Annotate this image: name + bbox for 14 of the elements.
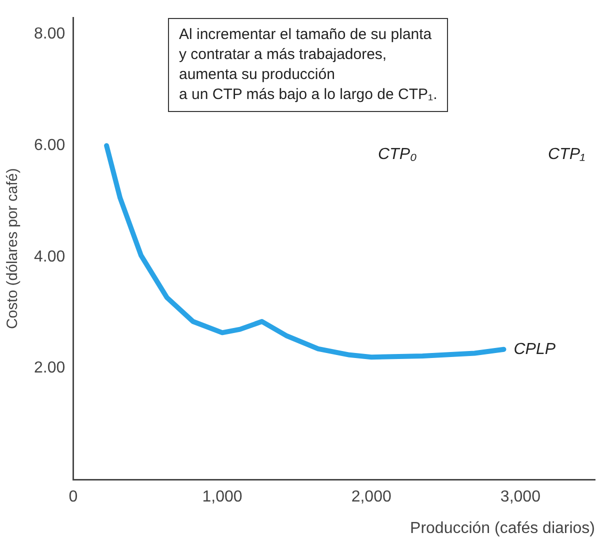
y-tick-label: 8.00 xyxy=(34,26,66,43)
y-tick-label: 6.00 xyxy=(34,137,66,154)
x-tick-label: 1,000 xyxy=(202,488,242,506)
x-tick-label: 0 xyxy=(68,488,78,506)
y-tick-label: 2.00 xyxy=(34,360,66,377)
y-tick-label: 4.00 xyxy=(34,248,66,266)
series-label: CPLP xyxy=(514,340,556,358)
annotation: Al incrementar el tamaño de su planta y contratar a más trabajadores, aumenta su producción a un CTP más bajo a lo largo de CTP₁. xyxy=(168,18,448,112)
annotation: CTP₁ xyxy=(548,146,586,164)
x-axis-title: Producción (cafés diarios) xyxy=(410,520,595,537)
annotation: CTP₀ xyxy=(378,146,417,164)
x-tick-label: 2,000 xyxy=(351,488,392,506)
y-axis-title: Costo (dólares por café) xyxy=(4,168,22,330)
x-tick-label: 3,000 xyxy=(500,488,541,506)
